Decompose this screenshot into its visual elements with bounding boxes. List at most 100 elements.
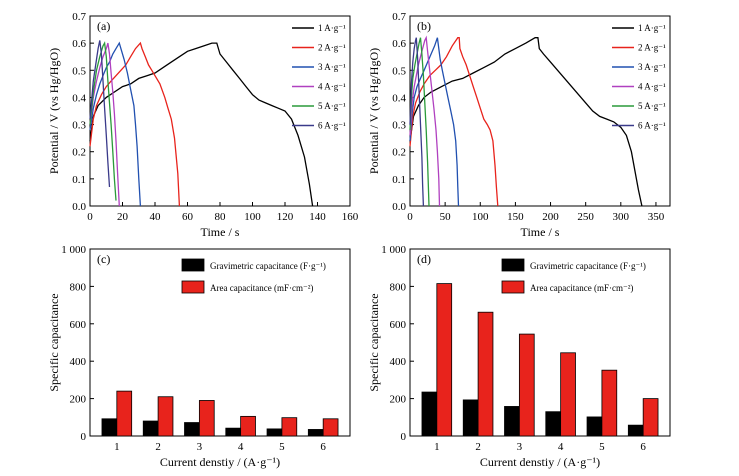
bar-area-5 [281,417,298,437]
y-tick-label: 0.0 [72,201,86,213]
panel-label: (b) [417,19,431,33]
x-tick-label: 0 [87,211,93,223]
x-tick-label: 0 [407,211,413,223]
y-tick-label: 0.5 [72,65,86,77]
y-tick-label: 0.4 [392,92,406,104]
bar-gravimetric-3 [504,406,520,437]
y-tick-label: 600 [70,319,87,331]
series-line-1 [409,37,643,207]
legend-label: 4 A·g⁻¹ [318,82,346,92]
bar-gravimetric-2 [462,399,479,437]
y-tick-label: 0.7 [72,11,86,23]
y-tick-label: 0.1 [72,174,86,186]
y-tick-label: 1 000 [381,244,406,256]
y-tick-label: 1 000 [61,244,86,256]
y-tick-label: 0.6 [72,38,86,50]
panel-label: (d) [417,252,431,266]
y-axis-label: Potential / V (vs Hg/HgO) [47,48,61,174]
bar-gravimetric-1 [421,391,438,437]
bar-area-6 [642,398,659,437]
x-tick-label: 3 [517,441,523,453]
y-tick-label: 800 [390,281,407,293]
series-line-6 [89,40,111,188]
y-tick-label: 0 [81,431,87,443]
bar-gravimetric-3 [184,422,200,437]
x-tick-label: 5 [599,441,605,453]
x-tick-label: 1 [114,441,120,453]
x-tick-label: 3 [197,441,203,453]
x-tick-label: 50 [440,211,452,223]
bar-area-3 [198,400,215,437]
x-tick-label: 120 [277,211,294,223]
bar-area-1 [116,390,133,437]
y-tick-label: 0 [401,431,407,443]
panel-c: 0 200 400 600 800 1 000 Specific capacitance Cu… [47,244,351,469]
x-axis-label: Current denstiy / (A·g⁻¹) [160,455,280,469]
bar-area-6 [322,418,339,437]
x-tick-label: 100 [244,211,261,223]
panel-label: (a) [97,19,110,33]
legend-label: 5 A·g⁻¹ [318,101,346,111]
x-tick-label: 60 [182,211,194,223]
legend-label: 3 A·g⁻¹ [318,62,346,72]
y-tick-label: 0.2 [72,147,86,159]
x-tick-label: 350 [648,211,665,223]
x-tick-label: 1 [434,441,440,453]
bar-gravimetric-5 [266,428,283,437]
plot-frame [89,248,351,437]
y-tick-label: 0.2 [392,147,406,159]
y-tick-label: 0.7 [392,11,406,23]
x-tick-label: 40 [150,211,162,223]
legend-label: Gravimetric capacitance (F·g⁻¹) [210,261,326,271]
x-tick-label: 160 [342,211,359,223]
plot-frame [409,248,671,437]
series-line-6 [409,37,425,207]
x-tick-label: 150 [507,211,524,223]
y-tick-label: 0.3 [392,120,406,132]
x-tick-label: 2 [475,441,481,453]
legend-swatch [501,258,525,272]
x-axis-label: Current denstiy / (A·g⁻¹) [480,455,600,469]
y-tick-label: 600 [390,319,407,331]
y-tick-label: 200 [70,394,87,406]
x-tick-label: 20 [117,211,129,223]
y-tick-label: 400 [70,356,87,368]
y-tick-label: 0.1 [392,174,406,186]
plot-frame [409,15,671,207]
bar-gravimetric-2 [142,420,159,437]
series-line-4 [409,35,441,207]
legend-label: 1 A·g⁻¹ [318,23,346,33]
series-line-1 [89,42,314,207]
legend-label: 6 A·g⁻¹ [318,121,346,131]
y-axis-label: Specific capacitance [47,293,61,391]
series-line-5 [409,37,430,207]
x-tick-label: 2 [155,441,161,453]
series-line-4 [89,42,120,207]
legend-label: Area capacitance (mF·cm⁻²) [210,283,313,293]
y-tick-label: 0.4 [72,92,86,104]
bar-area-1 [436,283,453,437]
series-line-2 [89,41,181,207]
bar-area-2 [477,311,494,437]
bar-area-2 [157,396,174,437]
bar-gravimetric-1 [101,418,118,437]
y-axis-label: Potential / V (vs Hg/HgO) [367,48,381,174]
y-tick-label: 0.6 [392,38,406,50]
legend-label: Area capacitance (mF·cm⁻²) [530,283,633,293]
x-tick-label: 5 [279,441,285,453]
bar-gravimetric-4 [545,411,562,437]
x-tick-label: 6 [320,441,326,453]
bar-gravimetric-5 [586,416,603,437]
x-tick-label: 140 [309,211,326,223]
legend-label: 3 A·g⁻¹ [638,62,666,72]
legend-label: 5 A·g⁻¹ [638,101,666,111]
legend-swatch [181,280,205,294]
bar-gravimetric-6 [627,424,644,437]
bar-area-3 [518,333,535,437]
bar-gravimetric-4 [225,427,242,437]
bar-area-4 [560,352,576,437]
panel-a: 0.0 0.1 0.2 0.3 0.4 0.5 0.6 0.7 Potential / V (v… [47,11,359,239]
y-tick-label: 0.0 [392,201,406,213]
x-tick-label: 250 [577,211,594,223]
